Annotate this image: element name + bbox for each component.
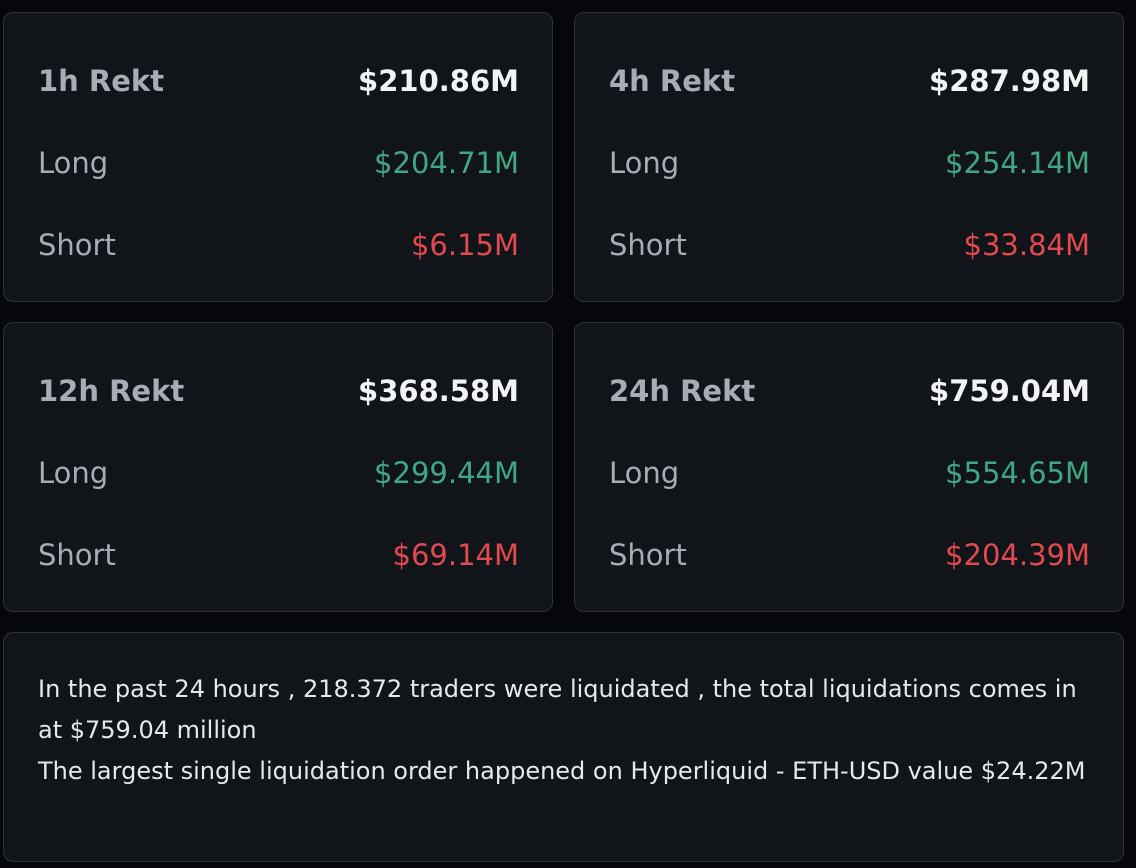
- card-header: 12h Rekt $368.58M: [38, 369, 519, 413]
- short-label: Short: [38, 228, 116, 262]
- rekt-card-24h: 24h Rekt $759.04M Long $554.65M Short $2…: [574, 322, 1124, 612]
- long-value: $254.14M: [945, 146, 1090, 180]
- long-label: Long: [609, 456, 680, 490]
- long-row: Long $299.44M: [38, 451, 519, 495]
- total-rekt-value: $287.98M: [929, 64, 1090, 98]
- short-value: $6.15M: [410, 228, 519, 262]
- long-value: $299.44M: [374, 456, 519, 490]
- card-header: 1h Rekt $210.86M: [38, 59, 519, 103]
- long-label: Long: [609, 146, 680, 180]
- total-rekt-value: $210.86M: [358, 64, 519, 98]
- rekt-card-12h: 12h Rekt $368.58M Long $299.44M Short $6…: [3, 322, 553, 612]
- short-value: $33.84M: [963, 228, 1091, 262]
- card-title: 4h Rekt: [609, 64, 736, 98]
- short-value: $204.39M: [945, 538, 1090, 572]
- card-title: 24h Rekt: [609, 374, 756, 408]
- total-rekt-value: $368.58M: [358, 374, 519, 408]
- long-row: Long $554.65M: [609, 451, 1090, 495]
- short-label: Short: [38, 538, 116, 572]
- short-row: Short $6.15M: [38, 223, 519, 267]
- total-rekt-value: $759.04M: [929, 374, 1090, 408]
- long-label: Long: [38, 456, 109, 490]
- short-row: Short $33.84M: [609, 223, 1090, 267]
- long-row: Long $254.14M: [609, 141, 1090, 185]
- card-header: 4h Rekt $287.98M: [609, 59, 1090, 103]
- summary-text-largest-order: The largest single liquidation order hap…: [38, 757, 1086, 785]
- card-title: 1h Rekt: [38, 64, 165, 98]
- summary-text-24h: In the past 24 hours , 218.372 traders w…: [38, 675, 1077, 744]
- liquidation-summary-card: In the past 24 hours , 218.372 traders w…: [3, 632, 1124, 862]
- short-label: Short: [609, 538, 687, 572]
- long-label: Long: [38, 146, 109, 180]
- long-value: $204.71M: [374, 146, 519, 180]
- card-header: 24h Rekt $759.04M: [609, 369, 1090, 413]
- short-row: Short $69.14M: [38, 533, 519, 577]
- rekt-card-4h: 4h Rekt $287.98M Long $254.14M Short $33…: [574, 12, 1124, 302]
- short-label: Short: [609, 228, 687, 262]
- short-row: Short $204.39M: [609, 533, 1090, 577]
- rekt-card-1h: 1h Rekt $210.86M Long $204.71M Short $6.…: [3, 12, 553, 302]
- card-title: 12h Rekt: [38, 374, 185, 408]
- long-value: $554.65M: [945, 456, 1090, 490]
- long-row: Long $204.71M: [38, 141, 519, 185]
- short-value: $69.14M: [392, 538, 520, 572]
